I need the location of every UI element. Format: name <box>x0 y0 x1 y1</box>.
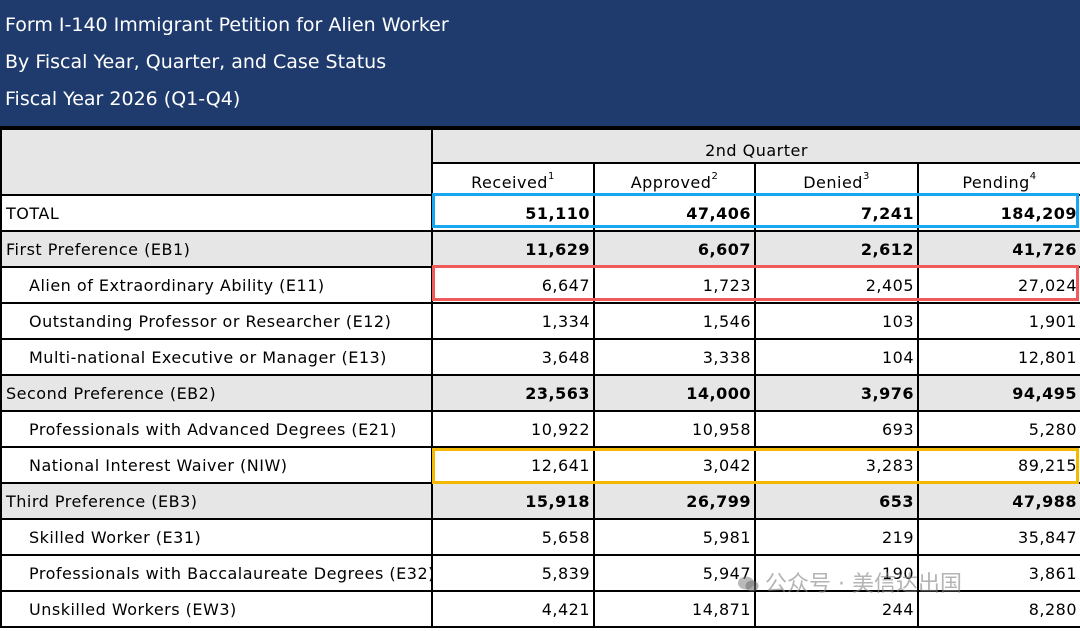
cell-approved: 47,406 <box>593 194 756 232</box>
cell-denied: 693 <box>754 410 919 448</box>
cell-pending: 41,726 <box>917 230 1080 268</box>
cell-received: 15,918 <box>431 482 595 520</box>
form-title: Form I-140 Immigrant Petition for Alien … <box>5 14 449 36</box>
cell-pending: 27,024 <box>917 266 1080 304</box>
row-label: First Preference (EB1) <box>0 230 433 268</box>
cell-denied: 244 <box>754 590 919 628</box>
cell-denied: 104 <box>754 338 919 376</box>
cell-pending: 5,280 <box>917 410 1080 448</box>
cell-received: 12,641 <box>431 446 595 484</box>
row-label: Multi-national Executive or Manager (E13… <box>0 338 433 376</box>
cell-pending: 8,280 <box>917 590 1080 628</box>
cell-received: 3,648 <box>431 338 595 376</box>
table-row-e21: Professionals with Advanced Degrees (E21… <box>0 410 1080 448</box>
row-label: TOTAL <box>0 194 433 232</box>
cell-pending: 89,215 <box>917 446 1080 484</box>
cell-approved: 5,947 <box>593 554 756 592</box>
quarter-header: 2nd Quarter <box>431 128 1080 164</box>
row-label: Skilled Worker (E31) <box>0 518 433 556</box>
cell-denied: 219 <box>754 518 919 556</box>
row-label: National Interest Waiver (NIW) <box>0 446 433 484</box>
cell-denied: 7,241 <box>754 194 919 232</box>
cell-approved: 1,546 <box>593 302 756 340</box>
form-subtitle: By Fiscal Year, Quarter, and Case Status <box>5 51 387 73</box>
cell-received: 5,839 <box>431 554 595 592</box>
watermark: 公众号 · 美信达出国 <box>737 566 962 598</box>
cell-pending: 12,801 <box>917 338 1080 376</box>
table-row-eb2: Second Preference (EB2) 23,563 14,000 3,… <box>0 374 1080 412</box>
cell-denied: 190 <box>754 554 919 592</box>
table-row-e13: Multi-national Executive or Manager (E13… <box>0 338 1080 376</box>
cell-approved: 5,981 <box>593 518 756 556</box>
cell-approved: 3,338 <box>593 338 756 376</box>
watermark-text: 公众号 · 美信达出国 <box>765 572 962 597</box>
row-label: Alien of Extraordinary Ability (E11) <box>0 266 433 304</box>
cell-approved: 10,958 <box>593 410 756 448</box>
fiscal-year-label: Fiscal Year 2026 (Q1-Q4) <box>5 88 241 110</box>
cell-approved: 14,871 <box>593 590 756 628</box>
row-label: Outstanding Professor or Researcher (E12… <box>0 302 433 340</box>
cell-received: 51,110 <box>431 194 595 232</box>
cell-received: 6,647 <box>431 266 595 304</box>
cell-pending: 35,847 <box>917 518 1080 556</box>
cell-denied: 3,283 <box>754 446 919 484</box>
cell-approved: 6,607 <box>593 230 756 268</box>
row-label: Professionals with Baccalaureate Degrees… <box>0 554 433 592</box>
cell-denied: 653 <box>754 482 919 520</box>
cell-denied: 2,612 <box>754 230 919 268</box>
column-header-denied: Denied3 <box>754 162 919 196</box>
table-row-eb1: First Preference (EB1) 11,629 6,607 2,61… <box>0 230 1080 268</box>
table-row-e32: Professionals with Baccalaureate Degrees… <box>0 554 1080 592</box>
cell-pending: 184,209 <box>917 194 1080 232</box>
cell-received: 23,563 <box>431 374 595 412</box>
column-header-received: Received1 <box>431 162 595 196</box>
cell-denied: 2,405 <box>754 266 919 304</box>
petition-table: 2nd Quarter Received1 Approved2 Denied3 … <box>0 128 1080 628</box>
row-header-corner <box>0 128 433 196</box>
column-header-approved: Approved2 <box>593 162 756 196</box>
table-row-e12: Outstanding Professor or Researcher (E12… <box>0 302 1080 340</box>
cell-denied: 103 <box>754 302 919 340</box>
cell-received: 10,922 <box>431 410 595 448</box>
table-row-e31: Skilled Worker (E31) 5,658 5,981 219 35,… <box>0 518 1080 556</box>
cell-pending: 94,495 <box>917 374 1080 412</box>
cell-approved: 3,042 <box>593 446 756 484</box>
title-banner: Form I-140 Immigrant Petition for Alien … <box>0 0 1080 126</box>
table-row-eb3: Third Preference (EB3) 15,918 26,799 653… <box>0 482 1080 520</box>
cell-pending: 47,988 <box>917 482 1080 520</box>
table-row-niw: National Interest Waiver (NIW) 12,641 3,… <box>0 446 1080 484</box>
column-header-pending: Pending4 <box>917 162 1080 196</box>
cell-denied: 3,976 <box>754 374 919 412</box>
header-divider <box>0 126 1080 128</box>
cell-received: 5,658 <box>431 518 595 556</box>
row-label: Second Preference (EB2) <box>0 374 433 412</box>
wechat-icon <box>738 576 759 592</box>
cell-received: 11,629 <box>431 230 595 268</box>
cell-received: 1,334 <box>431 302 595 340</box>
cell-pending: 3,861 <box>917 554 1080 592</box>
table-row-e11: Alien of Extraordinary Ability (E11) 6,6… <box>0 266 1080 304</box>
cell-approved: 14,000 <box>593 374 756 412</box>
table-row-total: TOTAL 51,110 47,406 7,241 184,209 <box>0 194 1080 232</box>
cell-received: 4,421 <box>431 590 595 628</box>
row-label: Unskilled Workers (EW3) <box>0 590 433 628</box>
row-label: Third Preference (EB3) <box>0 482 433 520</box>
cell-pending: 1,901 <box>917 302 1080 340</box>
cell-approved: 1,723 <box>593 266 756 304</box>
table-row-ew3: Unskilled Workers (EW3) 4,421 14,871 244… <box>0 590 1080 628</box>
cell-approved: 26,799 <box>593 482 756 520</box>
row-label: Professionals with Advanced Degrees (E21… <box>0 410 433 448</box>
